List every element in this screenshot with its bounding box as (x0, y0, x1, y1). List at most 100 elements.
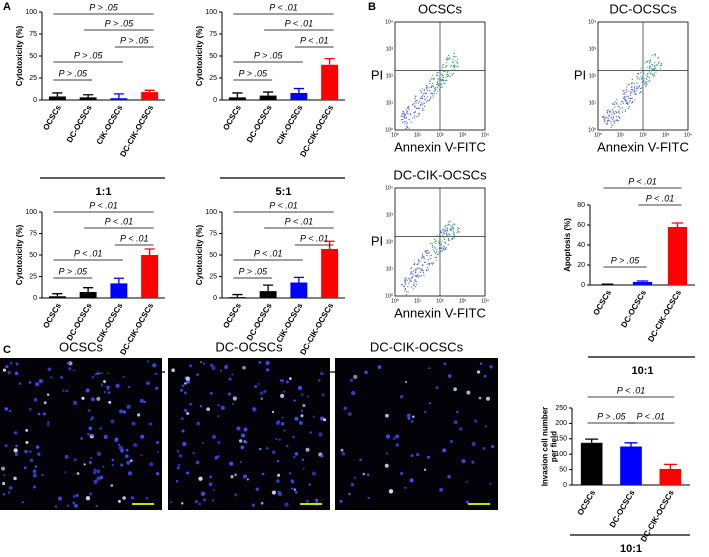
nucleus (428, 367, 431, 370)
event-dot (435, 92, 438, 94)
nucleus (133, 442, 138, 448)
event-dot (447, 58, 449, 60)
event-dot (415, 102, 417, 104)
event-dot (608, 109, 610, 111)
event-dot (422, 270, 425, 272)
nucleus (471, 442, 476, 447)
flow-tick-label: 10³ (386, 46, 394, 52)
nucleus (409, 478, 414, 483)
event-dot (423, 258, 425, 260)
event-dot (439, 250, 441, 252)
event-dot (452, 224, 454, 226)
nucleus (279, 379, 284, 384)
event-dot (427, 263, 429, 265)
event-dot (409, 114, 411, 116)
event-dot (457, 226, 459, 228)
nucleus (281, 416, 284, 419)
event-dot (424, 105, 426, 108)
event-dot (415, 284, 417, 286)
event-dot (413, 285, 415, 287)
event-dot (402, 118, 404, 121)
event-dot (456, 231, 458, 234)
nucleus (72, 494, 76, 498)
event-dot (416, 263, 418, 266)
nucleus (183, 391, 187, 395)
event-dot (631, 78, 633, 80)
event-dot (413, 112, 415, 114)
event-dot (627, 102, 629, 105)
event-dot (604, 121, 606, 123)
error-bar (585, 438, 599, 443)
nucleus (96, 469, 101, 474)
panel-letter: A (3, 1, 11, 13)
nucleus (300, 393, 304, 396)
event-dot (457, 58, 459, 60)
y-tick-label: 25 (29, 75, 37, 82)
event-dot (436, 74, 438, 77)
nucleus (37, 412, 41, 416)
event-dot (635, 90, 638, 92)
nucleus (323, 418, 327, 422)
error-bar (663, 463, 677, 469)
event-dot (613, 120, 615, 123)
event-dot (646, 66, 648, 68)
event-dot (627, 103, 629, 106)
event-dot (451, 74, 453, 76)
event-dot (641, 87, 643, 89)
event-dot (446, 233, 448, 236)
event-dot (447, 238, 450, 240)
nucleus (146, 381, 150, 385)
event-dot (404, 277, 406, 279)
event-dot (624, 99, 626, 101)
event-dot (421, 254, 424, 257)
significance-label: P < .01 (254, 248, 282, 258)
nucleus (242, 365, 246, 370)
event-dot (417, 115, 419, 117)
event-dot (433, 250, 435, 253)
event-dot (654, 61, 656, 64)
nucleus (64, 471, 67, 474)
event-dot (627, 107, 629, 110)
flow-tick-label: 10² (436, 132, 444, 138)
group-label: 10:1 (620, 543, 642, 555)
nucleus (340, 448, 344, 452)
nucleus (317, 379, 321, 382)
event-dot (441, 244, 443, 246)
event-dot (406, 128, 408, 131)
event-dot (621, 100, 624, 103)
nucleus (476, 370, 481, 374)
nucleus (93, 479, 98, 484)
event-dot (430, 254, 433, 256)
event-dot (457, 230, 459, 232)
event-dot (408, 119, 410, 121)
event-dot (629, 97, 631, 99)
event-dot (446, 64, 448, 67)
flow-y-label: PI (371, 233, 383, 248)
micrograph (335, 358, 498, 510)
y-tick-label: 0 (563, 482, 567, 489)
event-dot (427, 86, 429, 88)
event-dot (626, 95, 628, 97)
event-dot (435, 83, 438, 86)
nucleus (176, 466, 180, 470)
event-dot (444, 231, 446, 233)
bar (141, 92, 159, 100)
event-dot (422, 95, 424, 97)
nucleus (29, 450, 32, 453)
nucleus (189, 402, 192, 406)
event-dot (447, 54, 450, 56)
event-dot (435, 239, 437, 241)
event-dot (403, 112, 405, 114)
nucleus (484, 425, 487, 428)
event-dot (435, 242, 437, 245)
event-dot (418, 113, 420, 115)
event-dot (438, 247, 440, 249)
nucleus (271, 490, 276, 495)
bar (48, 296, 66, 298)
nucleus (301, 458, 305, 461)
event-dot (428, 99, 431, 101)
significance-label: P < .01 (120, 233, 148, 243)
event-dot (414, 98, 416, 100)
nucleus (180, 388, 184, 392)
event-dot (421, 96, 423, 98)
